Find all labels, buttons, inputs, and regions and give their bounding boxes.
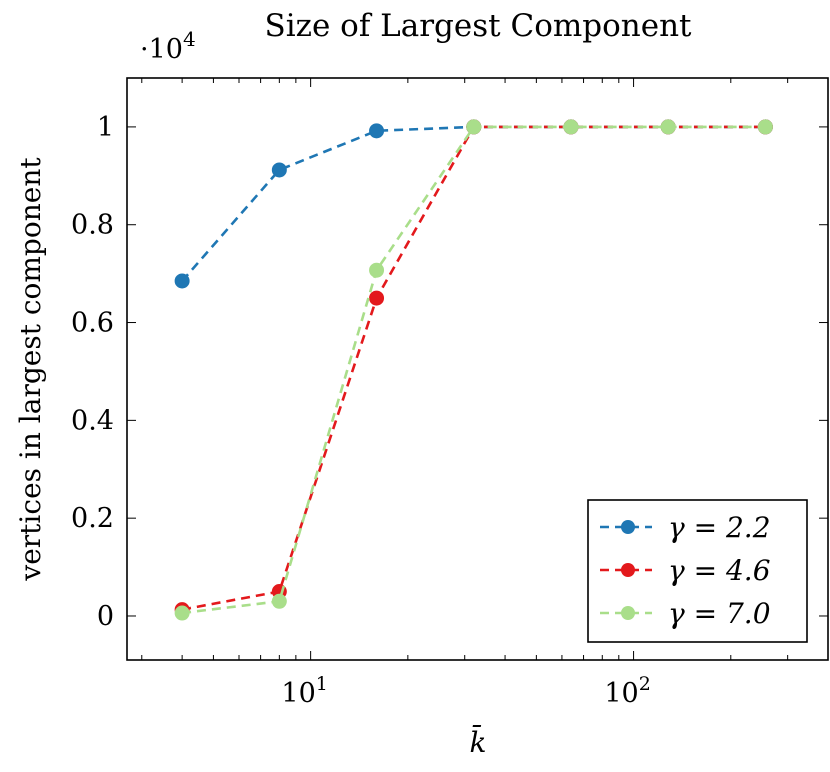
legend-marker: [621, 563, 635, 577]
data-point: [757, 119, 773, 135]
series-line-1: [181, 125, 766, 282]
data-point: [466, 119, 482, 135]
data-point: [271, 162, 287, 178]
y-tick-label: 0.8: [71, 210, 114, 241]
plot-area: [126, 77, 829, 661]
data-point: [174, 605, 190, 621]
y-axis-multiplier: ·104: [140, 27, 196, 65]
ticks-layer: 101 102 0 0.2 0.4 0.6 0.8 1: [71, 78, 829, 709]
data-point: [369, 290, 385, 306]
legend-marker: [621, 520, 635, 534]
y-tick-label: 0: [97, 601, 114, 632]
series-layer: [174, 119, 773, 621]
data-point: [271, 593, 287, 609]
x-tick-label: 101: [281, 673, 327, 709]
x-tick-label: 102: [604, 673, 650, 709]
data-point: [174, 273, 190, 289]
y-tick-label: 0.4: [71, 405, 114, 436]
legend: γ = 2.2 γ = 4.6 γ = 7.0: [587, 499, 808, 643]
legend-label: γ = 2.2: [668, 511, 771, 544]
y-tick-label: 1: [97, 112, 114, 143]
data-point: [563, 119, 579, 135]
data-point: [369, 123, 385, 139]
y-tick-label: 0.2: [71, 503, 114, 534]
y-tick-label: 0.6: [71, 308, 114, 339]
legend-label: γ = 7.0: [668, 597, 771, 630]
data-point: [660, 119, 676, 135]
data-point: [369, 262, 385, 278]
legend-label: γ = 4.6: [668, 554, 771, 587]
chart-title: Size of Largest Component: [265, 8, 693, 44]
y-axis-label: vertices in largest component: [14, 157, 47, 582]
legend-marker: [621, 606, 635, 620]
x-axis-label: k̄: [470, 724, 487, 759]
